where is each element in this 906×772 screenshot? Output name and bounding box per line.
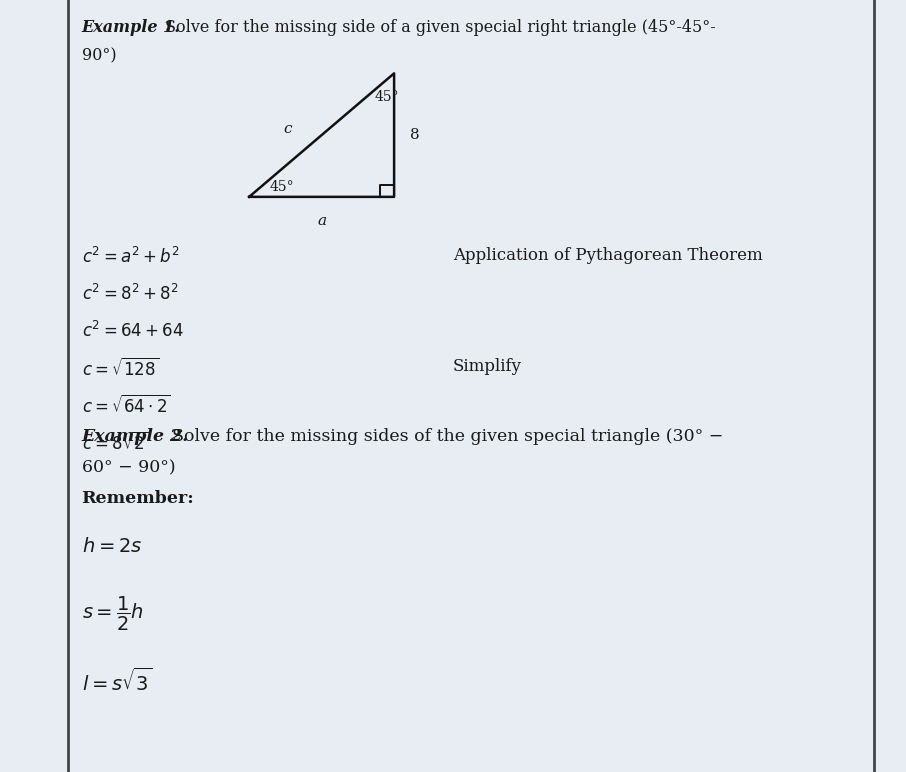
Text: 90°): 90°): [82, 47, 116, 64]
Text: Example 2.: Example 2.: [82, 428, 188, 445]
Text: $l = s\sqrt{3}$: $l = s\sqrt{3}$: [82, 668, 152, 695]
Text: Solve for the missing side of a given special right triangle (45°-45°-: Solve for the missing side of a given sp…: [165, 19, 716, 36]
Text: $c= \sqrt{64 \cdot 2}$: $c= \sqrt{64 \cdot 2}$: [82, 395, 170, 418]
Text: $c^2= 8^2 + 8^2$: $c^2= 8^2 + 8^2$: [82, 284, 178, 304]
Text: c: c: [283, 122, 292, 136]
Text: $s = \dfrac{1}{2}h$: $s = \dfrac{1}{2}h$: [82, 594, 143, 632]
Text: Solve for the missing sides of the given special triangle (30° −: Solve for the missing sides of the given…: [172, 428, 723, 445]
Text: 45°: 45°: [269, 180, 294, 194]
Text: 8: 8: [410, 128, 420, 142]
Text: $c^2= a^2 + b^2$: $c^2= a^2 + b^2$: [82, 247, 179, 267]
Text: 60° − 90°): 60° − 90°): [82, 459, 175, 476]
Text: Simplify: Simplify: [453, 358, 522, 375]
Text: Application of Pythagorean Theorem: Application of Pythagorean Theorem: [453, 247, 763, 264]
Text: 45°: 45°: [374, 90, 399, 104]
Text: Example 1.: Example 1.: [82, 19, 180, 36]
Text: $h = 2s$: $h = 2s$: [82, 537, 142, 556]
Text: $c= \sqrt{128}$: $c= \sqrt{128}$: [82, 358, 159, 381]
Text: a: a: [317, 214, 326, 228]
Text: $c^2=64 + 64$: $c^2=64 + 64$: [82, 321, 184, 341]
Text: $c= 8\sqrt{2}$: $c= 8\sqrt{2}$: [82, 432, 148, 455]
Text: Remember:: Remember:: [82, 490, 194, 507]
